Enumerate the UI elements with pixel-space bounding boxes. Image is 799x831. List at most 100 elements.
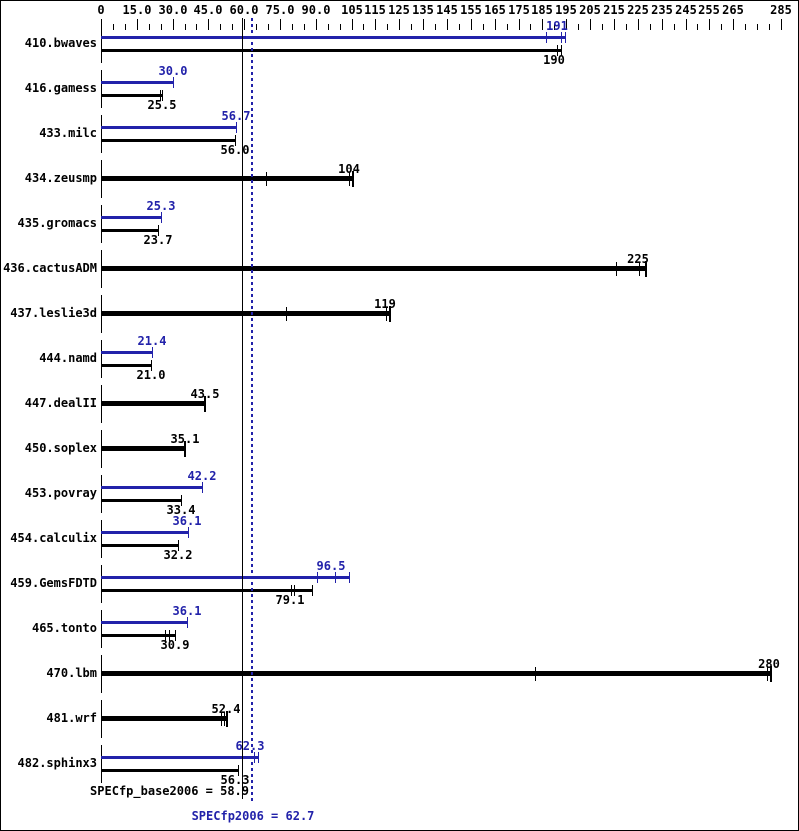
- axis-major-tick: [614, 19, 615, 30]
- axis-minor-tick: [697, 24, 698, 30]
- base-bar: [101, 589, 312, 592]
- peak-bar: [101, 216, 161, 219]
- axis-minor-tick: [149, 24, 150, 30]
- benchmark-label: 434.zeusmp: [24, 171, 97, 185]
- axis-minor-tick: [459, 24, 460, 30]
- base-bar: [101, 94, 162, 97]
- row-baseline: [101, 610, 102, 648]
- base-bar-end-tick: [181, 495, 182, 506]
- base-value-label: 25.5: [147, 98, 177, 112]
- base-bar: [101, 544, 178, 547]
- axis-major-tick: [566, 19, 567, 30]
- benchmark-label: 453.povray: [24, 486, 97, 500]
- row-baseline: [101, 745, 102, 783]
- axis-minor-tick: [626, 24, 627, 30]
- axis-minor-tick: [220, 24, 221, 30]
- axis-major-tick: [686, 19, 687, 30]
- base-value-label: 225: [627, 252, 649, 266]
- peak-value-label: 30.0: [158, 64, 188, 78]
- base-bar-end-tick: [238, 765, 239, 776]
- base-run-mark: [639, 262, 640, 276]
- row-baseline: [101, 205, 102, 243]
- axis-major-tick: [662, 19, 663, 30]
- base-bar: [101, 716, 227, 721]
- base-bar-end-tick: [645, 261, 647, 277]
- axis-tick-label: 125: [388, 3, 410, 17]
- base-run-mark: [349, 172, 350, 186]
- peak-bar-end-tick: [187, 617, 188, 628]
- base-run-mark: [294, 585, 295, 596]
- axis-tick-label: 235: [651, 3, 673, 17]
- axis-major-tick: [244, 19, 245, 30]
- axis-tick-label: 60.0: [229, 3, 259, 17]
- benchmark-label: 470.lbm: [46, 666, 97, 680]
- peak-value-label: 21.4: [137, 334, 167, 348]
- base-run-mark: [535, 667, 536, 681]
- base-mean-label: SPECfp_base2006 = 58.9: [90, 784, 249, 798]
- axis-major-tick: [137, 19, 138, 30]
- base-run-mark: [165, 630, 166, 641]
- benchmark-label: 481.wrf: [46, 711, 97, 725]
- axis-tick-label: 145: [436, 3, 458, 17]
- base-bar: [101, 229, 158, 232]
- benchmark-label: 437.leslie3d: [10, 306, 97, 320]
- peak-run-mark: [546, 32, 547, 43]
- base-bar-end-tick: [162, 90, 163, 101]
- axis-tick-label: 255: [698, 3, 720, 17]
- peak-bar: [101, 576, 349, 579]
- axis-tick-label: 185: [531, 3, 553, 17]
- axis-major-tick: [352, 19, 353, 30]
- base-bar-end-tick: [312, 585, 313, 596]
- axis-minor-tick: [363, 24, 364, 30]
- axis-minor-tick: [674, 24, 675, 30]
- axis-tick-label: 155: [460, 3, 482, 17]
- axis-major-tick: [781, 19, 782, 30]
- benchmark-label: 416.gamess: [24, 81, 97, 95]
- axis-major-tick: [638, 19, 639, 30]
- peak-value-label: 56.7: [221, 109, 251, 123]
- axis-tick-label: 115: [364, 3, 386, 17]
- axis-tick-label: 15.0: [122, 3, 152, 17]
- axis-major-tick: [447, 19, 448, 30]
- peak-run-mark: [335, 572, 336, 583]
- base-bar-end-tick: [561, 45, 562, 56]
- benchmark-label: 433.milc: [39, 126, 97, 140]
- axis-minor-tick: [554, 24, 555, 30]
- base-bar: [101, 401, 205, 406]
- base-bar-end-tick: [158, 225, 159, 236]
- base-value-label: 21.0: [136, 368, 166, 382]
- base-bar: [101, 671, 771, 676]
- axis-tick-label: 90.0: [301, 3, 331, 17]
- base-bar-end-tick: [175, 630, 176, 641]
- axis-major-tick: [399, 19, 400, 30]
- peak-bar-end-tick: [188, 527, 189, 538]
- benchmark-label: 482.sphinx3: [17, 756, 97, 770]
- benchmark-label: 410.bwaves: [24, 36, 97, 50]
- base-run-mark: [160, 90, 161, 101]
- axis-major-tick: [375, 19, 376, 30]
- base-bar-end-tick: [235, 135, 236, 146]
- axis-minor-tick: [387, 24, 388, 30]
- axis-tick-label: 245: [675, 3, 697, 17]
- axis-tick-label: 0: [97, 3, 105, 17]
- peak-value-label: 42.2: [187, 469, 217, 483]
- row-baseline: [101, 25, 102, 63]
- axis-tick-label: 285: [770, 3, 792, 17]
- base-value-label: 104: [338, 162, 360, 176]
- axis-minor-tick: [256, 24, 257, 30]
- base-run-mark: [169, 630, 170, 641]
- axis-minor-tick: [483, 24, 484, 30]
- axis-major-tick: [709, 19, 710, 30]
- peak-bar-end-tick: [349, 572, 350, 583]
- base-bar-end-tick: [204, 396, 206, 412]
- axis-minor-tick: [769, 24, 770, 30]
- axis-minor-tick: [125, 24, 126, 30]
- peak-bar: [101, 126, 236, 129]
- axis-minor-tick: [602, 24, 603, 30]
- peak-bar: [101, 36, 565, 39]
- base-bar-end-tick: [770, 666, 772, 682]
- base-bar: [101, 499, 181, 502]
- axis-minor-tick: [745, 24, 746, 30]
- base-bar: [101, 266, 646, 271]
